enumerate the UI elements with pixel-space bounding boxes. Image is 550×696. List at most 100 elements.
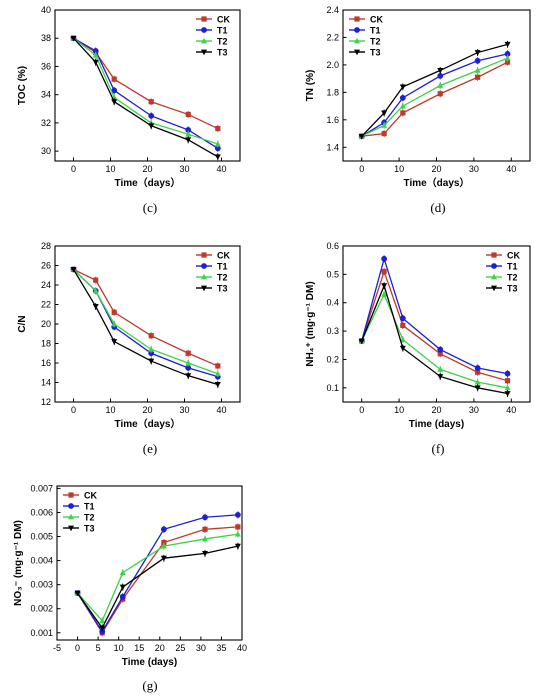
y-tick-label: 28 — [41, 241, 51, 251]
series-line-t3 — [73, 37, 219, 158]
data-point-t1 — [399, 315, 406, 322]
y-tick-label: 36 — [41, 61, 51, 71]
legend-label-t2: T2 — [84, 513, 95, 523]
y-tick-label: 0.4 — [326, 298, 339, 308]
series-line-ck — [361, 269, 508, 382]
x-tick-label: 40 — [237, 643, 247, 653]
data-point-t1 — [202, 514, 208, 521]
data-point-t3 — [160, 555, 167, 562]
y-tick-label: 24 — [41, 280, 51, 290]
x-tick-label: 5 — [96, 643, 101, 653]
data-point-t3 — [399, 84, 406, 91]
legend-marker — [68, 492, 74, 498]
data-point-ck — [215, 125, 221, 132]
data-point-t3 — [92, 59, 99, 66]
y-tick-label: 32 — [41, 118, 51, 128]
x-tick-label: -5 — [53, 643, 61, 653]
y-tick-label: 0.002 — [30, 604, 53, 614]
data-point-t1 — [119, 593, 126, 600]
series-line-t2 — [361, 57, 508, 137]
data-point-t2 — [214, 140, 221, 147]
series-line-t1 — [73, 37, 219, 149]
x-tick-label: 15 — [134, 643, 144, 653]
series-line-t1 — [77, 514, 238, 633]
data-point-t3 — [202, 550, 208, 557]
data-point-ck — [161, 539, 167, 546]
legend-label-ck: CK — [370, 15, 383, 25]
x-tick-label: 40 — [506, 164, 516, 174]
legend-marker — [201, 27, 207, 33]
x-tick-label: 20 — [431, 405, 441, 415]
data-point-t3 — [381, 110, 388, 117]
series-line-t1 — [361, 53, 508, 137]
panel-g: (g) -5 0 5 10 15 20 25 30 35 40 0.001 0.002 0.003 0.0… — [13, 483, 247, 693]
data-point-t1 — [399, 94, 406, 101]
data-point-t3 — [214, 382, 221, 388]
data-point-t2 — [92, 51, 99, 58]
data-point-t1 — [160, 526, 167, 533]
data-point-t3 — [70, 35, 77, 42]
legend-marker — [354, 49, 360, 56]
x-tick-label: 35 — [216, 643, 226, 653]
x-tick-label: 10 — [105, 405, 115, 415]
legend-label-t2: T2 — [217, 37, 228, 47]
y-tick-label: 16 — [41, 358, 51, 368]
x-tick-label: 20 — [431, 164, 441, 174]
data-point-t2 — [381, 291, 388, 297]
data-point-t3 — [74, 590, 81, 597]
y-axis-label: NO₃⁻ (mg·g⁻¹ DM) — [13, 520, 24, 606]
x-tick-label: 40 — [216, 164, 226, 174]
data-point-t1 — [437, 72, 444, 79]
x-tick-label: 10 — [114, 643, 124, 653]
data-point-t3 — [437, 374, 444, 380]
y-axis-label: TOC (%) — [17, 66, 28, 105]
series-line-ck — [77, 526, 238, 635]
data-point-t1 — [474, 57, 481, 64]
legend-marker — [491, 273, 497, 280]
legend-marker — [201, 37, 207, 44]
legend-marker — [201, 252, 207, 258]
data-point-t2 — [381, 122, 388, 128]
legend-marker — [354, 16, 360, 22]
data-point-ck — [437, 351, 443, 357]
y-tick-label: 1.6 — [326, 115, 339, 125]
y-tick-label: 0.3 — [326, 326, 339, 336]
panel-caption: (f) — [432, 441, 445, 456]
data-point-t3 — [185, 137, 192, 144]
legend-label-t2: T2 — [370, 37, 381, 47]
legend-label-ck: CK — [217, 251, 230, 261]
x-tick-label: 10 — [394, 405, 404, 415]
data-point-t3 — [504, 391, 511, 397]
data-point-t1 — [185, 127, 192, 133]
legend-label-t2: T2 — [217, 273, 228, 283]
data-point-t2 — [399, 336, 406, 342]
data-point-t3 — [70, 267, 77, 273]
plot-frame — [54, 245, 241, 403]
legend-marker — [354, 37, 360, 44]
data-point-t2 — [202, 535, 208, 542]
legend-label-t3: T3 — [507, 284, 518, 294]
y-tick-label: 0.2 — [326, 354, 339, 364]
y-tick-label: 0.5 — [326, 269, 339, 279]
data-point-t2 — [504, 54, 511, 61]
x-tick-label: 30 — [179, 164, 189, 174]
x-tick-label: 20 — [142, 405, 152, 415]
data-point-t1 — [185, 364, 192, 371]
y-axis-label: TN (%) — [305, 70, 316, 102]
data-point-ck — [381, 130, 387, 137]
plot-frame — [56, 485, 243, 641]
data-point-ck — [202, 526, 208, 532]
panel-caption: (g) — [142, 678, 157, 693]
y-tick-label: 34 — [41, 90, 51, 100]
legend-marker — [491, 252, 497, 258]
y-tick-label: 0.004 — [30, 556, 53, 566]
data-point-t2 — [437, 366, 444, 372]
x-axis-label: Time（days） — [115, 176, 181, 189]
y-tick-label: 2.4 — [326, 5, 339, 15]
y-tick-label: 22 — [41, 300, 51, 310]
y-tick-label: 18 — [41, 339, 51, 349]
legend-marker — [68, 525, 74, 532]
y-tick-label: 12 — [41, 397, 51, 407]
data-point-t1 — [234, 511, 241, 518]
x-tick-label: 30 — [469, 405, 479, 415]
